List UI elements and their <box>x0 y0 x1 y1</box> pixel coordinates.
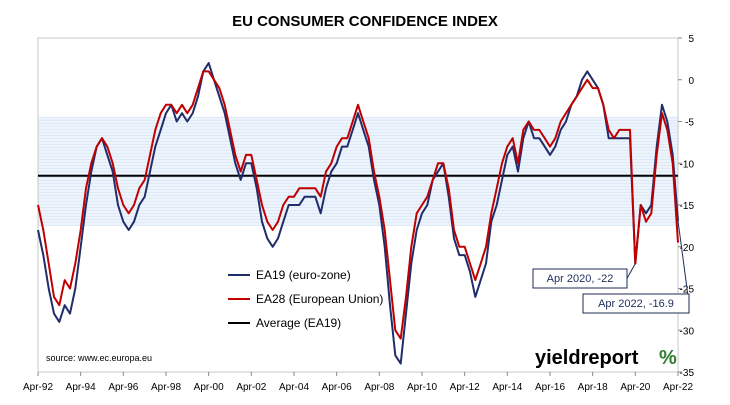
x-tick-label: Apr-92 <box>23 382 53 393</box>
annotation-label: Apr 2020, -22 <box>547 273 614 285</box>
x-tick-label: Apr-20 <box>620 382 650 393</box>
y-tick-label: -30 <box>680 326 695 337</box>
annotation-leader <box>626 263 636 279</box>
legend: EA19 (euro-zone) EA28 (European Union) A… <box>228 268 383 330</box>
x-tick-label: Apr-00 <box>194 382 224 393</box>
x-axis-ticks: Apr-92 Apr-94 Apr-96 Apr-98 Apr-00 Apr-02 Apr-… <box>23 372 693 393</box>
x-tick-label: Apr-18 <box>578 382 608 393</box>
source-note: source: www.ec.europa.eu <box>46 353 152 363</box>
x-tick-label: Apr-12 <box>450 382 480 393</box>
series-line-ea28 <box>37 70 679 340</box>
y-axis-ticks: 50-5-10-15-20-25-30-35 <box>678 34 694 379</box>
annotation-layer: Apr 2020, -22 Apr 2022, -16.9 <box>532 220 690 314</box>
x-tick-label: Apr-16 <box>535 382 565 393</box>
annotation-box <box>532 268 628 289</box>
brand-wordmark: yieldreport <box>535 347 639 369</box>
annotation-box <box>582 293 690 314</box>
x-tick-label: Apr-08 <box>364 382 394 393</box>
y-tick-label: -5 <box>685 118 694 129</box>
x-tick-label: Apr-02 <box>236 382 266 393</box>
legend-label-average: Average (EA19) <box>256 316 341 330</box>
x-tick-label: Apr-98 <box>151 382 181 393</box>
x-tick-label: Apr-22 <box>663 382 693 393</box>
band-layer <box>38 116 678 226</box>
y-tick-label: -10 <box>680 159 695 170</box>
x-tick-label: Apr-06 <box>322 382 352 393</box>
legend-label-ea19: EA19 (euro-zone) <box>256 268 351 282</box>
x-tick-label: Apr-10 <box>407 382 437 393</box>
x-tick-label: Apr-96 <box>108 382 138 393</box>
annotation-leader <box>677 220 690 304</box>
x-tick-label: Apr-94 <box>66 382 96 393</box>
y-tick-label: 5 <box>688 34 694 45</box>
x-tick-label: Apr-14 <box>492 382 522 393</box>
y-tick-label: 0 <box>688 76 694 87</box>
annotation-label: Apr 2022, -16.9 <box>598 298 674 310</box>
legend-label-ea28: EA28 (European Union) <box>256 292 383 306</box>
brand-logo: yieldreport % <box>535 347 677 369</box>
y-tick-label: -20 <box>680 243 695 254</box>
y-tick-label: -35 <box>680 368 695 379</box>
y-tick-label: -15 <box>680 201 695 212</box>
chart-title: EU CONSUMER CONFIDENCE INDEX <box>232 13 498 30</box>
x-tick-label: Apr-04 <box>279 382 309 393</box>
brand-percent-icon: % <box>659 347 677 369</box>
series-layer <box>37 62 679 365</box>
